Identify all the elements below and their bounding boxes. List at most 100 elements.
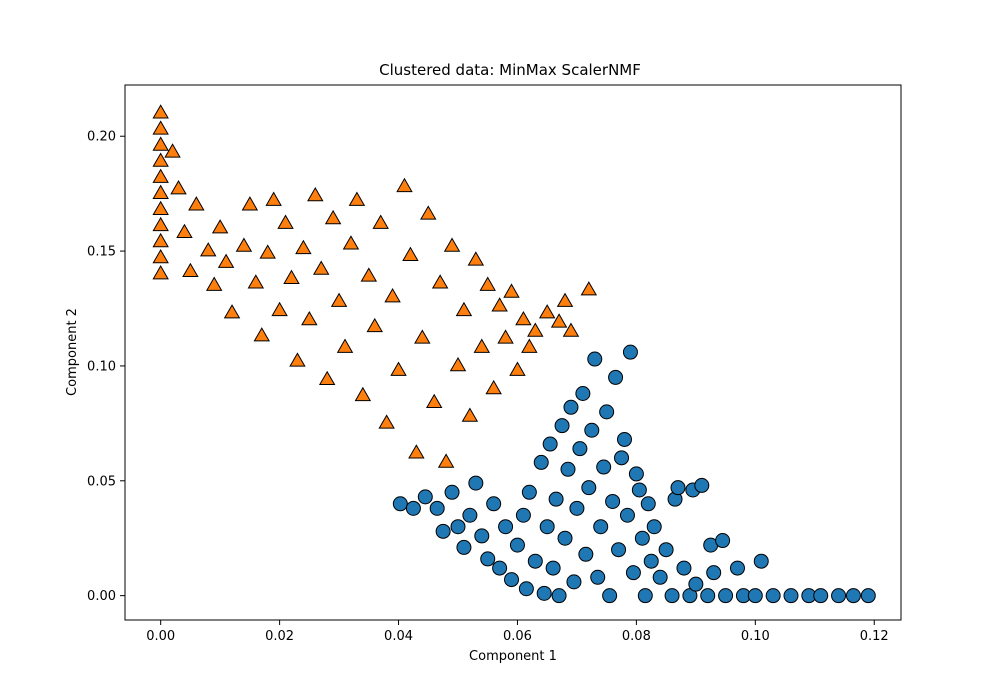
x-tick-label: 0.00 [146, 629, 175, 644]
triangle-point [247, 274, 265, 289]
circle-point [429, 500, 445, 516]
circle-point [527, 553, 543, 569]
circle-point [643, 553, 659, 569]
circle-point [845, 588, 861, 604]
triangle-point [301, 310, 318, 326]
triangle-point [182, 262, 199, 278]
circle-point [860, 588, 876, 604]
circle-point [569, 500, 585, 516]
triangle-point [503, 283, 520, 298]
circle-point [405, 500, 421, 516]
circle-point [718, 588, 734, 604]
triangle-point [259, 244, 276, 259]
circle-point [515, 507, 531, 523]
triangle-point [342, 235, 360, 250]
circle-point [616, 431, 632, 447]
circle-point [509, 537, 525, 553]
circle-point [608, 369, 624, 385]
circle-point [539, 519, 555, 535]
triangle-point [152, 120, 169, 135]
triangle-point [336, 338, 354, 353]
triangle-point [378, 414, 395, 429]
triangle-point [152, 168, 169, 183]
circle-point [813, 588, 829, 604]
triangle-point [479, 276, 496, 291]
circle-point [676, 560, 692, 576]
y-tick-label: 0.00 [87, 589, 116, 604]
circle-point [688, 576, 704, 592]
circle-point [486, 496, 502, 512]
triangle-point [491, 297, 508, 312]
triangle-point [473, 338, 491, 353]
triangle-point [235, 237, 253, 252]
circle-point [563, 399, 579, 415]
circle-point [492, 560, 508, 576]
triangle-point [461, 407, 479, 422]
circle-point [557, 530, 573, 546]
circle-point [670, 480, 686, 496]
circle-point [593, 519, 609, 535]
circle-point [715, 533, 731, 549]
circle-point [480, 551, 496, 567]
circle-point [498, 519, 514, 535]
circle-point [545, 560, 561, 576]
triangle-point [449, 356, 467, 372]
circle-point [533, 454, 549, 470]
y-tick-label: 0.05 [87, 474, 116, 489]
triangle-point [396, 177, 413, 193]
triangle-point [188, 196, 205, 211]
circle-point [587, 351, 603, 367]
triangle-point [152, 152, 169, 167]
triangle-point [211, 219, 229, 234]
triangle-point [152, 184, 169, 199]
x-tick-label: 0.04 [384, 629, 413, 644]
triangle-point [425, 393, 443, 408]
triangle-point [330, 292, 348, 307]
circle-point [456, 539, 472, 555]
circle-point [560, 461, 576, 477]
triangle-point [152, 232, 169, 248]
circle-point [637, 588, 653, 604]
circle-point [614, 450, 630, 466]
triangle-point [324, 209, 342, 225]
triangle-point [521, 338, 538, 353]
x-axis: 0.00 0.02 0.04 0.06 0.08 0.10 0.12 [146, 620, 889, 644]
triangle-point [307, 186, 324, 202]
circle-point [706, 565, 722, 581]
triangle-point [366, 317, 383, 333]
circle-point [551, 588, 567, 604]
circle-point [590, 569, 606, 585]
triangle-point [152, 200, 169, 216]
circle-point [611, 542, 627, 558]
triangle-point [318, 370, 336, 386]
circle-point [417, 489, 433, 505]
triangle-point [277, 214, 294, 229]
triangle-point [408, 444, 425, 459]
circle-point [536, 585, 552, 601]
circle-point [765, 588, 781, 604]
y-tick-label: 0.15 [87, 245, 116, 260]
circle-point [664, 588, 680, 604]
x-tick-label: 0.06 [503, 629, 532, 644]
triangle-point [152, 248, 169, 264]
plot-frame [124, 84, 902, 621]
circle-point [640, 496, 656, 512]
y-tick-label: 0.20 [87, 130, 116, 145]
triangle-point [431, 274, 449, 289]
circle-point [566, 574, 582, 590]
circle-point [605, 493, 621, 509]
x-axis-label: Component 1 [469, 649, 557, 664]
circle-point [622, 344, 638, 360]
x-tick-label: 0.08 [622, 629, 651, 644]
circle-point [474, 528, 490, 544]
triangle-point [170, 180, 187, 195]
circle-point [578, 546, 594, 562]
triangle-point [384, 288, 401, 303]
triangle-series [152, 104, 598, 468]
triangle-point [283, 269, 300, 284]
circle-point [572, 441, 588, 457]
chart-title: Clustered data: MinMax ScalerNMF [379, 61, 641, 79]
triangle-point [253, 327, 270, 342]
circle-point [694, 477, 710, 493]
y-axis: 0.00 0.05 0.10 0.15 0.20 [87, 130, 125, 604]
